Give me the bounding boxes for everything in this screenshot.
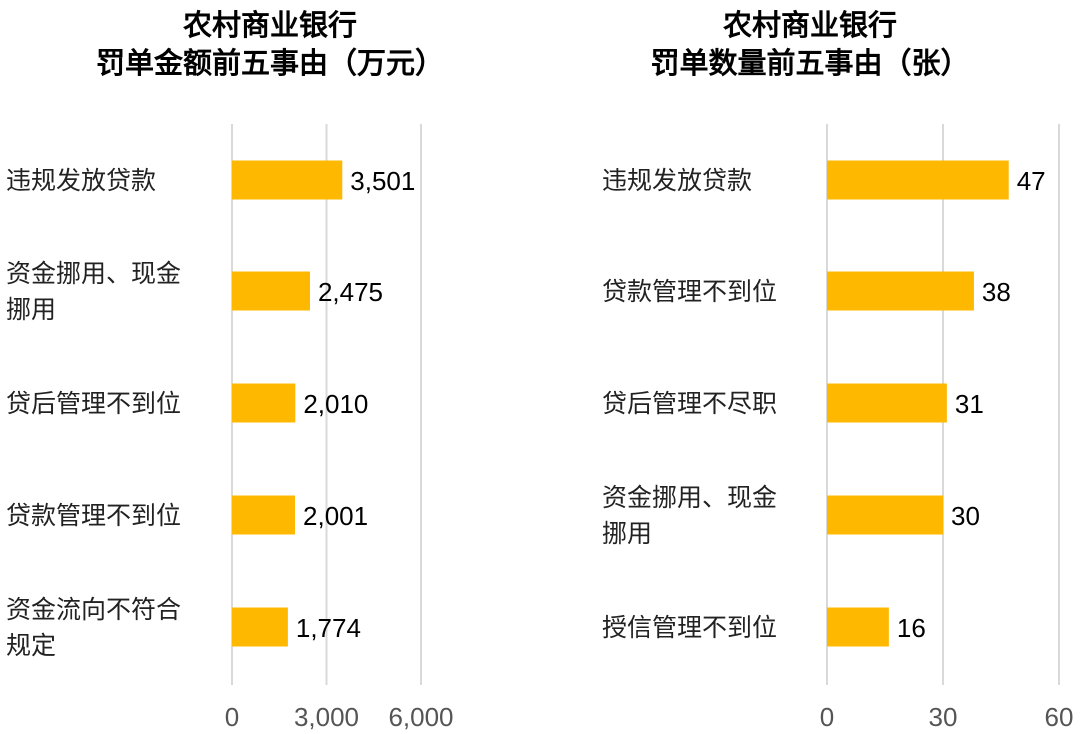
chart-title-line-2: 罚单金额前五事由（万元） [95,46,444,80]
category-label: 资金流向不符合 [6,595,181,624]
category-label: 资金挪用、现金 [6,259,181,288]
category-label: 违规发放贷款 [6,166,156,195]
chart-title-line-1: 农村商业银行 [722,8,897,42]
category-label: 挪用 [6,295,56,324]
bar-chart-fine-count: 0 30 60 47 违规发放贷款 38 贷款管理不到位 31 贷后管理不尽职 30 资金挪用、现金… [602,124,1074,732]
bar [232,160,343,200]
category-label: 授信管理不到位 [602,613,777,642]
category-label: 贷款管理不到位 [602,277,777,306]
category-label: 贷款管理不到位 [6,501,181,530]
bar-value-label: 47 [1017,166,1046,196]
bar-value-label: 38 [982,277,1011,307]
bar [827,160,1009,200]
bar [827,271,974,311]
x-tick-label: 0 [820,702,834,732]
category-label: 贷后管理不尽职 [602,389,777,418]
category-label: 资金挪用、现金 [602,483,777,512]
bar [827,607,889,647]
bar-value-label: 2,475 [318,277,383,307]
bar-value-label: 16 [897,613,926,643]
bar [232,271,310,311]
bar [827,383,947,423]
x-tick-label: 30 [929,702,958,732]
bar-value-label: 2,001 [303,501,368,531]
bar [827,495,943,535]
bar [232,383,296,423]
chart-title: 农村商业银行 罚单数量前五事由（张） [540,6,1080,82]
x-tick-label: 6,000 [388,702,453,732]
chart-title-line-2: 罚单数量前五事由（张） [650,46,970,80]
category-label: 违规发放贷款 [602,166,752,195]
chart-title: 农村商业银行 罚单金额前五事由（万元） [0,6,540,82]
bar-value-label: 1,774 [296,613,361,643]
x-tick-label: 60 [1045,702,1074,732]
chart-panel-fine-amount: 农村商业银行 罚单金额前五事由（万元） 0 3,000 6,000 3,501 违规发放… [0,6,540,732]
category-label: 规定 [6,631,56,660]
bar-value-label: 30 [951,501,980,531]
bar-value-label: 31 [955,389,984,419]
bar-value-label: 3,501 [350,166,415,196]
chart-panel-fine-count: 农村商业银行 罚单数量前五事由（张） 0 30 60 47 违规发放贷款 38 贷款管理不到… [540,0,1080,734]
bar [232,607,288,647]
x-tick-label: 3,000 [294,702,359,732]
category-label: 贷后管理不到位 [6,389,181,418]
category-label: 挪用 [602,519,652,548]
bar-value-label: 2,010 [303,389,368,419]
x-tick-label: 0 [225,702,239,732]
bar [232,495,296,535]
chart-title-line-1: 农村商业银行 [182,8,357,42]
